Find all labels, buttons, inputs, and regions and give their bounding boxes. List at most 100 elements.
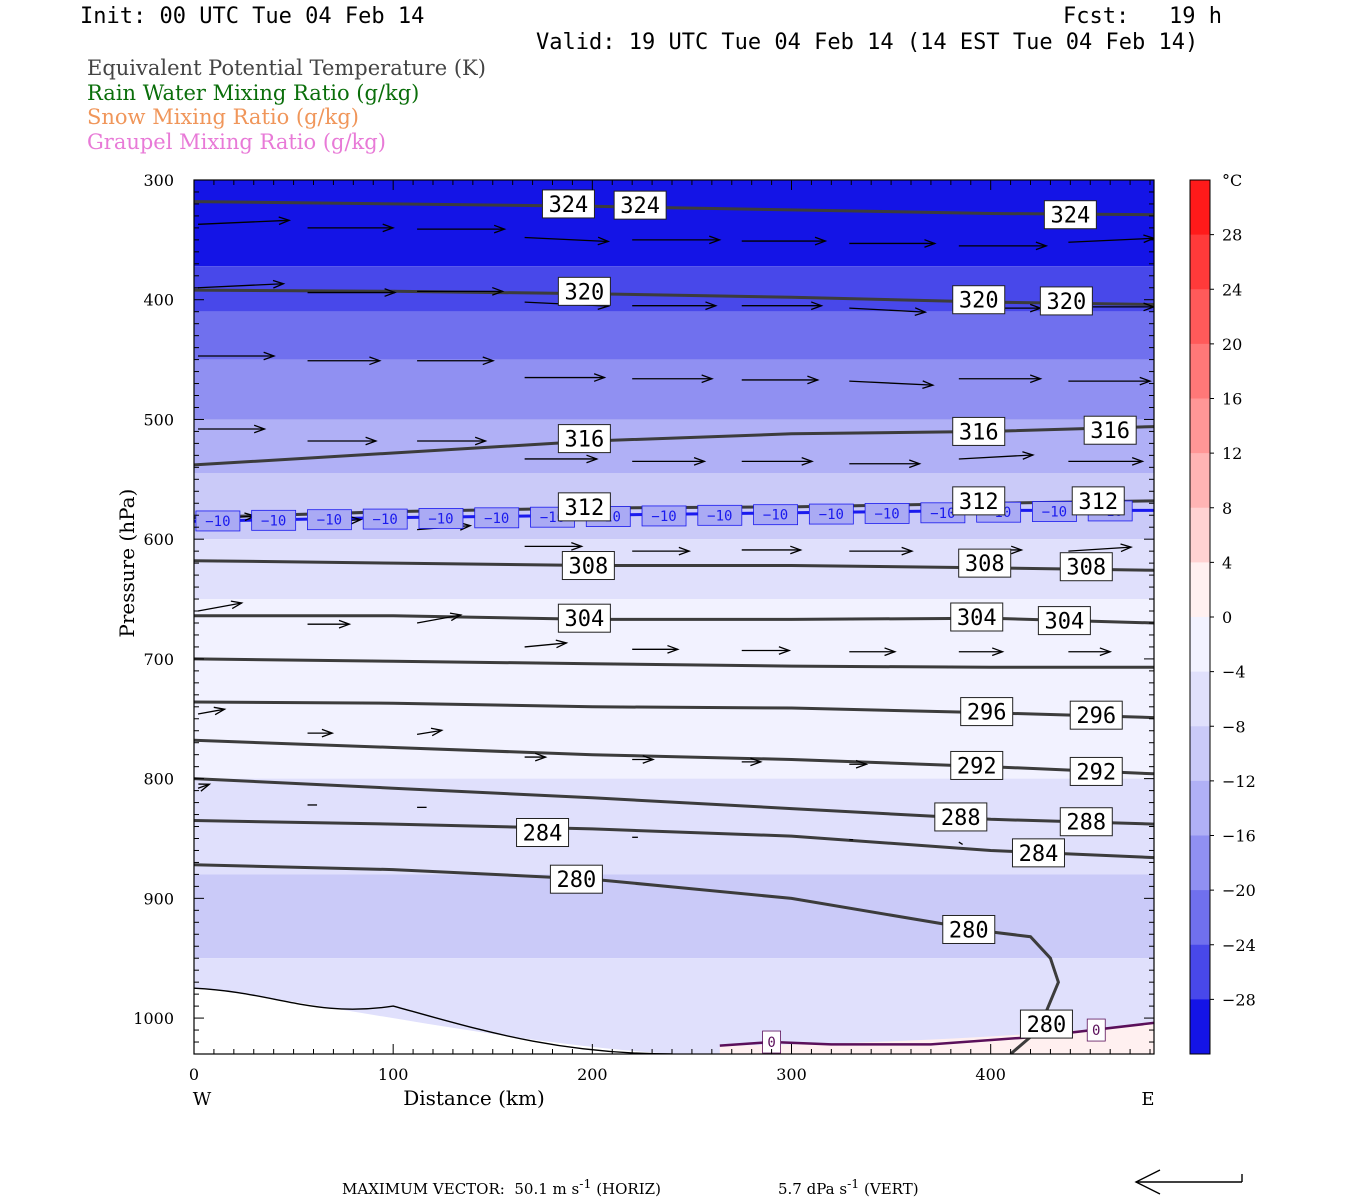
wind-vector-head (349, 516, 363, 525)
wind-vector-head (642, 755, 655, 764)
wind-vector-head (750, 757, 763, 767)
theta-e-label-box (1043, 200, 1097, 230)
colorbar-segment (1190, 562, 1210, 618)
wind-vector (849, 546, 914, 556)
isotherm-minus10-label: −10 (697, 504, 743, 526)
horiz-label: (HORIZ) (596, 1180, 661, 1198)
isotherm-label-box (195, 510, 241, 532)
y-tick-label: 900 (143, 889, 174, 908)
isotherm-label-text: 0 (767, 1035, 775, 1051)
wind-vector-head (384, 288, 397, 297)
max-vector-horiz: MAXIMUM VECTOR: 50.1 m s-1 (HORIZ) (342, 1176, 661, 1198)
wind-vector-shaft (416, 729, 442, 735)
theta-e-label-text: 280 (949, 918, 989, 943)
theta-e-label-text: 308 (965, 552, 1005, 577)
wind-vector-shaft (849, 307, 926, 313)
isotherm-minus10-label: −10 (753, 504, 798, 526)
wind-vector (524, 639, 569, 649)
y-tick-label: 300 (143, 171, 174, 190)
wind-vector-head (493, 224, 507, 234)
theta-e-label-box (1069, 756, 1123, 786)
colorbar-segment (1190, 180, 1210, 236)
wind-vector (741, 646, 792, 655)
theta-e-label: 324 (541, 189, 595, 219)
theta-e-label-box (1011, 838, 1065, 868)
colorbar-tick-label: −20 (1222, 881, 1256, 900)
wind-vector (197, 600, 244, 612)
wind-vector (632, 456, 707, 466)
theta-e-label-box (561, 551, 615, 581)
theta-e-label-text: 312 (959, 490, 999, 515)
plot-area: −10 −10 −10 −10 −10 −10 −10 −10 −10 −10 −10 −10 −10−… (194, 180, 1154, 1054)
colorbar-segment (1190, 999, 1210, 1055)
wind-vector-head (814, 236, 828, 246)
wind-vector-shaft (416, 614, 461, 624)
isotherm-label-text: −10 (205, 514, 230, 530)
theta-e-label-text: 288 (1066, 811, 1106, 836)
wind-vector-shaft (197, 783, 210, 789)
colorbar-tick-label: 28 (1222, 226, 1242, 245)
theta-e-label-text: 312 (564, 496, 604, 521)
theta-e-label: 312 (557, 492, 611, 522)
wind-vector-head (705, 301, 718, 311)
wind-vector (197, 279, 286, 289)
theta-e-label-box (557, 276, 611, 306)
theta-e-label: 288 (1059, 807, 1113, 837)
colorbar-tick-label: −16 (1222, 827, 1256, 846)
theta-e-label: 320 (1039, 286, 1093, 316)
wind-vector-head (914, 307, 928, 316)
wind-vector (632, 644, 680, 654)
wind-vector-head (810, 301, 824, 311)
theta-e-label-text: 320 (959, 289, 999, 314)
wind-vector-head (198, 783, 212, 792)
wind-vector-head (278, 216, 292, 226)
colorbar-tick-label: 0 (1222, 608, 1232, 627)
wind-vector (524, 752, 548, 762)
theta-e-label: 284 (516, 818, 570, 848)
wind-vector (849, 459, 922, 469)
colorbar-segment (1190, 234, 1210, 290)
isotherm-label-box (307, 509, 352, 531)
wind-vector (958, 841, 963, 846)
wind-vector (198, 424, 267, 434)
theta-e-label: 312 (952, 486, 1006, 516)
colorbar-segment (1190, 507, 1210, 563)
theta-e-label-text: 316 (564, 428, 604, 453)
theta-e-label: 308 (1059, 552, 1113, 582)
legend-snow: Snow Mixing Ratio (g/kg) (87, 105, 359, 129)
y-tick-label: 500 (143, 410, 174, 429)
theta-e-label-text: 316 (1090, 419, 1130, 444)
colorbar-tick-label: −28 (1222, 990, 1256, 1009)
wind-vector-shaft (197, 283, 284, 289)
wind-vector (741, 456, 814, 466)
wind-vector-head (253, 424, 267, 434)
x-tick-label: 100 (378, 1065, 409, 1084)
colorbar-tick-label: 20 (1222, 335, 1242, 354)
theta-e-label-box (1059, 807, 1113, 837)
wind-vector-head (492, 286, 505, 296)
theta-e-label-box (549, 864, 603, 894)
theta-e-label: 288 (934, 802, 988, 832)
wind-vector-head (272, 279, 286, 289)
legend-theta-e: Equivalent Potential Temperature (K) (87, 56, 486, 80)
wind-vector-head (924, 239, 937, 248)
wind-vector-head (884, 647, 897, 657)
wind-vector-head (807, 375, 820, 385)
theta-e-label-text: 324 (549, 193, 589, 218)
wind-vector (958, 241, 1049, 251)
y-tick-label: 1000 (133, 1009, 174, 1028)
plot-frame (193, 179, 1155, 1055)
wind-vector-shaft (1068, 237, 1154, 243)
theta-e-label-text: 296 (967, 701, 1007, 726)
colorbar-segment (1190, 453, 1210, 509)
isotherm-label-text: −10 (930, 506, 955, 522)
theta-e-label-box (1019, 1009, 1073, 1039)
wind-vector-shaft (197, 708, 225, 715)
wind-vector (741, 757, 763, 767)
theta-e-label-text: 296 (1076, 704, 1116, 729)
theta-e-label-text: 304 (957, 606, 997, 631)
theta-e-label-box (613, 190, 667, 220)
theta-e-label-text: 304 (564, 607, 604, 632)
wind-vector (632, 755, 655, 764)
x-axis-label: Distance (km) (403, 1086, 545, 1110)
